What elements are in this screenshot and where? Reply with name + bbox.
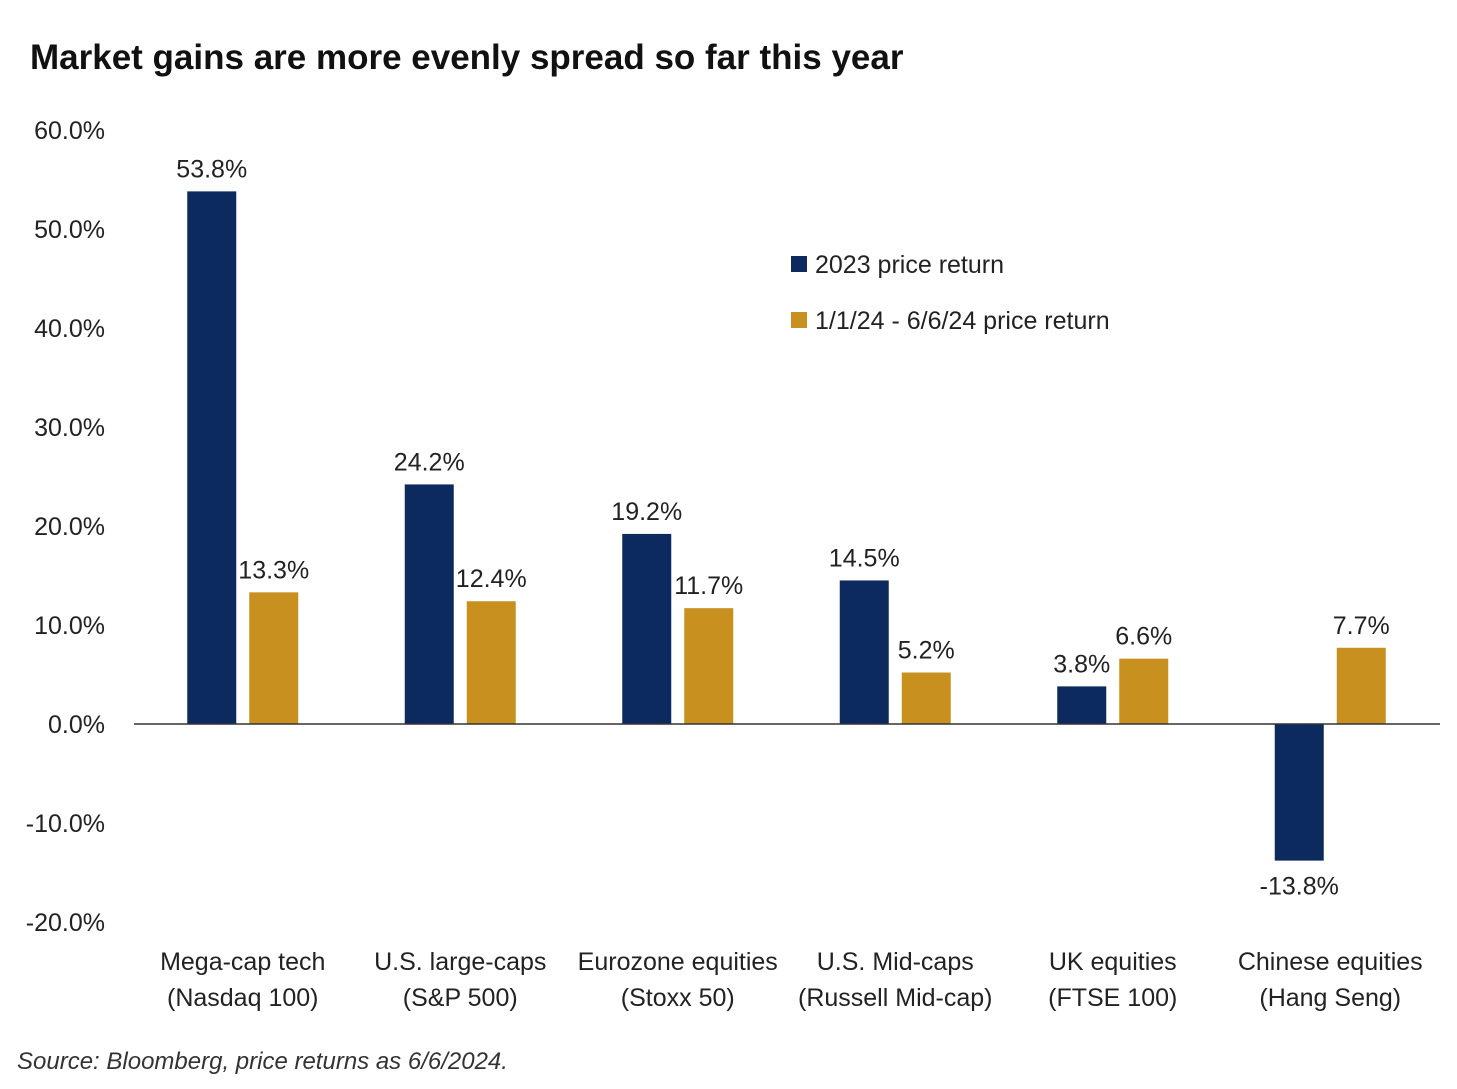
x-category-label: (Russell Mid-cap) [798, 984, 992, 1012]
bar-series-1-3 [901, 672, 951, 724]
x-category-label: Eurozone equities [578, 948, 778, 976]
data-label-series-0-0: 53.8% [176, 155, 247, 183]
data-label-series-0-5: -13.8% [1260, 873, 1339, 901]
legend-swatch-0 [791, 256, 807, 272]
bar-series-0-1 [404, 484, 454, 724]
x-category-label: (Nasdaq 100) [167, 984, 318, 1012]
x-category-label: (Stoxx 50) [621, 984, 735, 1012]
x-category-label: Mega-cap tech [160, 948, 325, 976]
x-category-label: Chinese equities [1238, 948, 1423, 976]
bar-series-1-2 [684, 608, 734, 724]
data-label-series-0-3: 14.5% [829, 544, 900, 572]
y-axis: 60.0% 50.0% 40.0% 30.0% 20.0% 10.0% 0.0% -10.0%… [26, 117, 105, 937]
legend-swatch-1 [791, 312, 807, 328]
data-label-series-1-3: 5.2% [898, 637, 955, 665]
y-tick-label: 20.0% [34, 513, 105, 541]
y-tick-label: -10.0% [26, 810, 105, 838]
y-tick-label: 30.0% [34, 414, 105, 442]
bar-series-1-0 [249, 592, 299, 724]
y-tick-label: -20.0% [26, 909, 105, 937]
legend: 2023 price return 1/1/24 - 6/6/24 price r… [791, 251, 1110, 335]
y-tick-label: 0.0% [48, 711, 105, 739]
legend-label-0: 2023 price return [815, 251, 1004, 279]
bar-series-0-2 [622, 533, 672, 724]
y-tick-label: 10.0% [34, 612, 105, 640]
data-label-series-0-2: 19.2% [611, 498, 682, 526]
bar-series-0-0 [187, 191, 237, 724]
x-category-label: (S&P 500) [403, 984, 518, 1012]
data-label-series-1-5: 7.7% [1333, 612, 1390, 640]
data-labels: 53.8% 13.3% 24.2% 12.4% 19.2% 11.7% 14.5% 5.2% 3… [176, 155, 1389, 900]
y-tick-label: 40.0% [34, 315, 105, 343]
y-tick-label: 50.0% [34, 216, 105, 244]
bar-series-0-3 [839, 580, 889, 724]
bar-series-1-5 [1336, 647, 1386, 724]
data-label-series-1-4: 6.6% [1115, 623, 1172, 651]
bar-series-0-5 [1274, 724, 1324, 861]
source-note: Source: Bloomberg, price returns as 6/6/… [17, 1048, 508, 1075]
y-tick-label: 60.0% [34, 117, 105, 145]
x-category-label: U.S. large-caps [374, 948, 546, 976]
bar-series-1-4 [1119, 658, 1169, 724]
bar-chart: 60.0% 50.0% 40.0% 30.0% 20.0% 10.0% 0.0% -10.0%… [26, 117, 1440, 1012]
data-label-series-1-2: 11.7% [674, 572, 743, 600]
x-category-label: (Hang Seng) [1259, 984, 1401, 1012]
x-category-label: U.S. Mid-caps [817, 948, 974, 976]
data-label-series-0-4: 3.8% [1053, 650, 1110, 678]
bars [187, 191, 1386, 861]
legend-label-1: 1/1/24 - 6/6/24 price return [815, 307, 1110, 335]
x-category-label: UK equities [1049, 948, 1177, 976]
data-label-series-1-0: 13.3% [238, 556, 309, 584]
data-label-series-1-1: 12.4% [456, 565, 527, 593]
x-category-label: (FTSE 100) [1048, 984, 1177, 1012]
chart-title: Market gains are more evenly spread so f… [30, 38, 904, 77]
data-label-series-0-1: 24.2% [394, 448, 465, 476]
bar-series-0-4 [1057, 686, 1107, 724]
x-axis: Mega-cap tech (Nasdaq 100) U.S. large-caps… [160, 948, 1423, 1012]
bar-series-1-1 [466, 601, 516, 724]
